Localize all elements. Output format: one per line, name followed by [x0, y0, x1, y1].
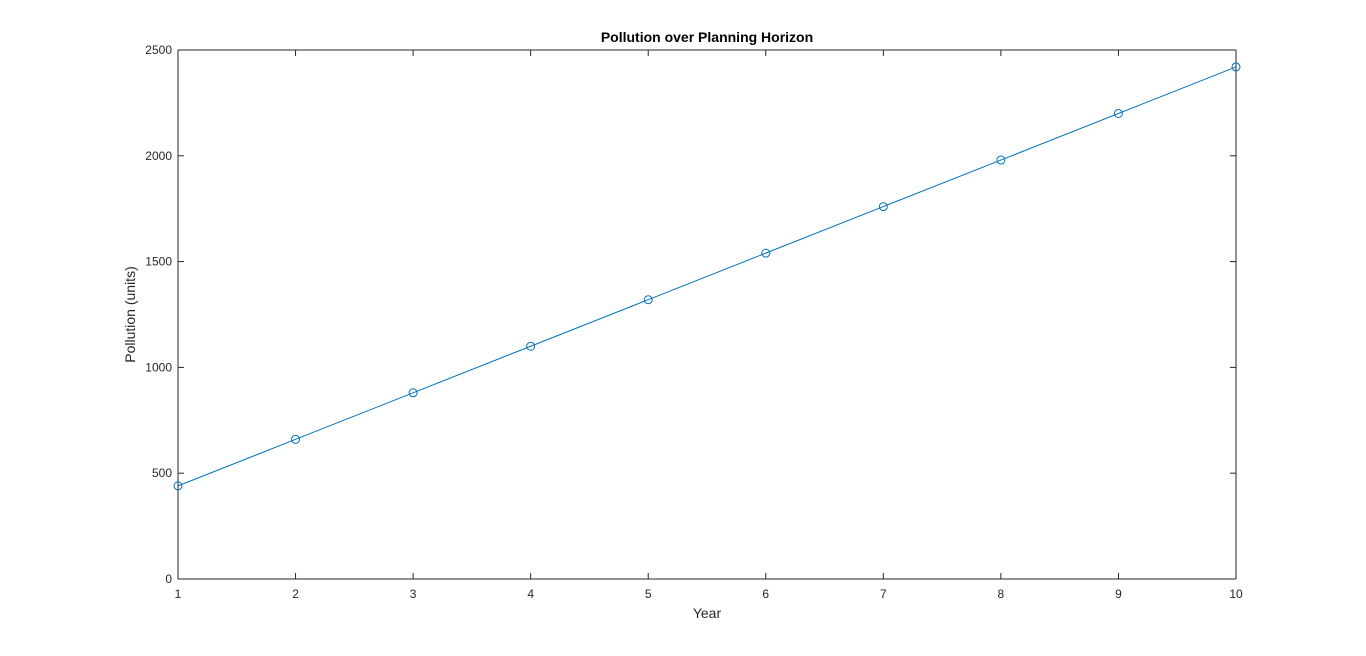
data-point [761, 248, 771, 258]
y-tick-label: 2500 [145, 43, 172, 57]
y-tick-label: 1000 [145, 360, 172, 374]
y-tick-label: 0 [165, 572, 172, 586]
x-tick-label: 8 [998, 587, 1005, 601]
x-tick-label: 5 [645, 587, 652, 601]
y-tick-label: 2000 [145, 149, 172, 163]
axes-box [177, 49, 1237, 580]
x-tick-label: 10 [1229, 587, 1243, 601]
chart-title: Pollution over Planning Horizon [601, 29, 813, 45]
x-tick-label: 6 [762, 587, 769, 601]
x-tick-label: 1 [175, 587, 182, 601]
y-tick-label: 500 [152, 466, 172, 480]
data-point [643, 295, 653, 305]
x-tick-label: 3 [410, 587, 417, 601]
data-point [996, 155, 1006, 165]
data-point [1231, 62, 1241, 72]
data-point [173, 481, 183, 491]
y-axis-ticks: 0 500 1000 1500 2000 2500 [145, 43, 1236, 586]
data-point [878, 202, 888, 212]
y-tick-label: 1500 [145, 255, 172, 269]
data-point [291, 434, 301, 444]
x-tick-label: 9 [1115, 587, 1122, 601]
x-tick-label: 2 [292, 587, 299, 601]
data-point [408, 388, 418, 398]
x-tick-label: 4 [527, 587, 534, 601]
x-axis-ticks: 1 2 3 4 5 6 7 8 9 10 [175, 50, 1243, 601]
x-tick-label: 7 [880, 587, 887, 601]
data-point [526, 341, 536, 351]
plot-area [178, 50, 1236, 579]
y-axis-label: Pollution (units) [122, 266, 138, 363]
x-axis-label: Year [693, 605, 722, 621]
data-point [1113, 108, 1123, 118]
series-line [177, 66, 1237, 487]
series-layer [173, 62, 1241, 491]
